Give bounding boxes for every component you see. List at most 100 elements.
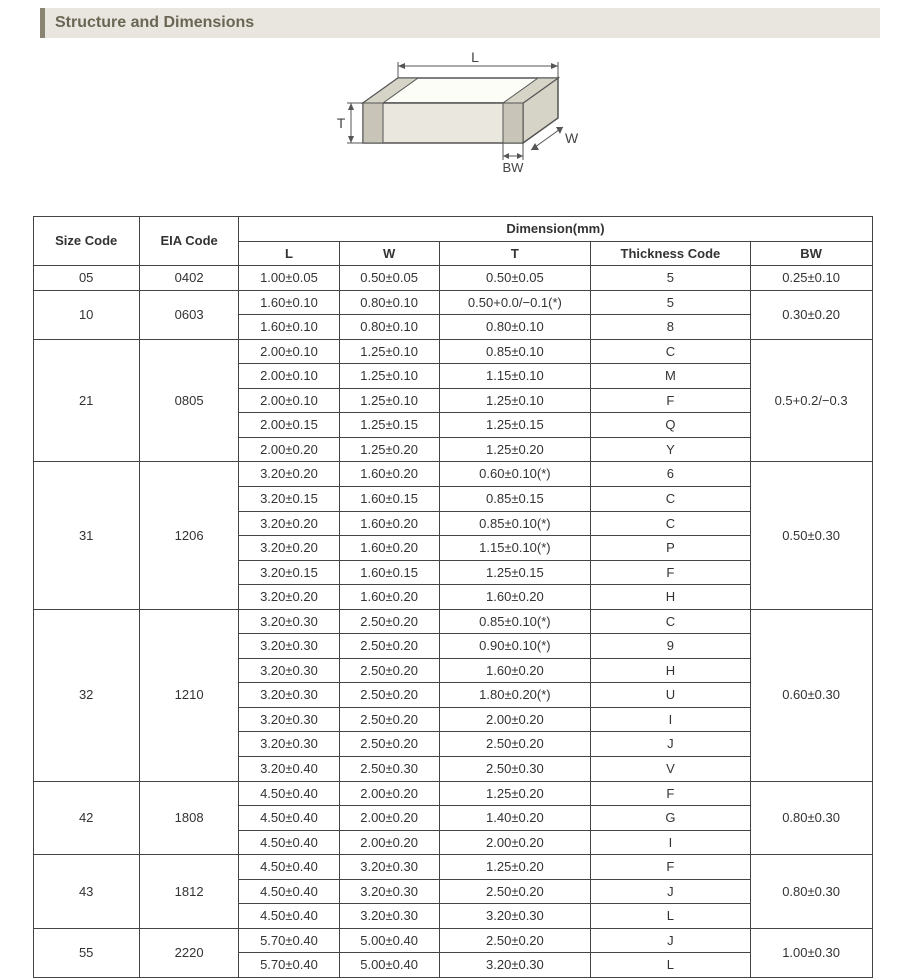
cell-tc: Y: [591, 437, 751, 462]
table-header: Size Code EIA Code Dimension(mm) L W T T…: [33, 217, 872, 266]
cell-t: 0.85±0.15: [439, 487, 590, 512]
cell-t: 1.60±0.20: [439, 585, 590, 610]
cell-size-code: 55: [33, 928, 139, 977]
cell-tc: H: [591, 585, 751, 610]
cell-t: 2.00±0.20: [439, 707, 590, 732]
table-body: 0504021.00±0.050.50±0.050.50±0.0550.25±0…: [33, 266, 872, 978]
cell-bw: 0.25±0.10: [750, 266, 872, 291]
cell-w: 1.25±0.10: [339, 388, 439, 413]
cell-eia-code: 1812: [139, 855, 239, 929]
cell-t: 1.60±0.20: [439, 658, 590, 683]
cell-l: 2.00±0.15: [239, 413, 339, 438]
cell-t: 2.50±0.20: [439, 732, 590, 757]
col-l: L: [239, 241, 339, 266]
cell-w: 2.50±0.20: [339, 658, 439, 683]
cell-l: 4.50±0.40: [239, 806, 339, 831]
cell-tc: C: [591, 487, 751, 512]
cell-tc: H: [591, 658, 751, 683]
cell-size-code: 05: [33, 266, 139, 291]
cell-l: 3.20±0.30: [239, 707, 339, 732]
cell-l: 3.20±0.20: [239, 511, 339, 536]
cell-size-code: 42: [33, 781, 139, 855]
cell-w: 1.60±0.15: [339, 487, 439, 512]
table-row: 4218084.50±0.402.00±0.201.25±0.20F0.80±0…: [33, 781, 872, 806]
cell-l: 2.00±0.10: [239, 364, 339, 389]
cell-w: 1.25±0.20: [339, 437, 439, 462]
cell-tc: 8: [591, 315, 751, 340]
cell-tc: L: [591, 953, 751, 978]
cell-t: 0.60±0.10(*): [439, 462, 590, 487]
cell-eia-code: 1206: [139, 462, 239, 609]
cell-tc: F: [591, 781, 751, 806]
col-size-code: Size Code: [33, 217, 139, 266]
cell-tc: L: [591, 904, 751, 929]
cell-eia-code: 1210: [139, 609, 239, 781]
cell-size-code: 21: [33, 339, 139, 462]
cell-t: 1.25±0.15: [439, 413, 590, 438]
dimensions-table: Size Code EIA Code Dimension(mm) L W T T…: [33, 216, 873, 978]
cell-t: 0.85±0.10: [439, 339, 590, 364]
cell-l: 1.00±0.05: [239, 266, 339, 291]
cell-t: 1.25±0.20: [439, 437, 590, 462]
cell-t: 3.20±0.30: [439, 953, 590, 978]
cell-w: 1.25±0.15: [339, 413, 439, 438]
cell-bw: 0.5+0.2/−0.3: [750, 339, 872, 462]
cell-tc: J: [591, 732, 751, 757]
cell-t: 0.50+0.0/−0.1(*): [439, 290, 590, 315]
cell-w: 2.50±0.30: [339, 757, 439, 782]
col-thickness-code: Thickness Code: [591, 241, 751, 266]
cell-t: 0.80±0.10: [439, 315, 590, 340]
cell-eia-code: 0603: [139, 290, 239, 339]
cell-w: 5.00±0.40: [339, 928, 439, 953]
cell-tc: C: [591, 609, 751, 634]
cell-tc: 6: [591, 462, 751, 487]
cell-tc: C: [591, 511, 751, 536]
cell-tc: J: [591, 928, 751, 953]
cell-l: 1.60±0.10: [239, 315, 339, 340]
cell-l: 3.20±0.40: [239, 757, 339, 782]
cell-l: 4.50±0.40: [239, 904, 339, 929]
cell-l: 2.00±0.10: [239, 339, 339, 364]
cell-l: 4.50±0.40: [239, 855, 339, 880]
cell-t: 1.80±0.20(*): [439, 683, 590, 708]
cell-w: 3.20±0.30: [339, 904, 439, 929]
cell-size-code: 31: [33, 462, 139, 609]
cell-bw: 0.80±0.30: [750, 855, 872, 929]
cell-bw: 0.50±0.30: [750, 462, 872, 609]
cell-w: 1.25±0.10: [339, 339, 439, 364]
cell-w: 1.60±0.20: [339, 511, 439, 536]
cell-eia-code: 0805: [139, 339, 239, 462]
cell-w: 2.50±0.20: [339, 732, 439, 757]
cell-t: 1.15±0.10: [439, 364, 590, 389]
table-row: 2108052.00±0.101.25±0.100.85±0.10C0.5+0.…: [33, 339, 872, 364]
cell-tc: V: [591, 757, 751, 782]
cell-w: 1.60±0.20: [339, 585, 439, 610]
cell-tc: J: [591, 879, 751, 904]
cell-bw: 0.60±0.30: [750, 609, 872, 781]
section-title: Structure and Dimensions: [40, 8, 880, 38]
cell-tc: P: [591, 536, 751, 561]
cell-w: 2.00±0.20: [339, 806, 439, 831]
cell-bw: 1.00±0.30: [750, 928, 872, 977]
cell-eia-code: 0402: [139, 266, 239, 291]
cell-tc: 5: [591, 290, 751, 315]
cell-t: 3.20±0.30: [439, 904, 590, 929]
cell-tc: 5: [591, 266, 751, 291]
cell-t: 2.00±0.20: [439, 830, 590, 855]
cell-tc: U: [591, 683, 751, 708]
table-row: 3212103.20±0.302.50±0.200.85±0.10(*)C0.6…: [33, 609, 872, 634]
cell-l: 3.20±0.15: [239, 487, 339, 512]
cell-tc: F: [591, 388, 751, 413]
col-bw: BW: [750, 241, 872, 266]
col-t: T: [439, 241, 590, 266]
cell-l: 4.50±0.40: [239, 781, 339, 806]
cell-w: 2.50±0.20: [339, 683, 439, 708]
cell-tc: I: [591, 707, 751, 732]
cell-l: 3.20±0.30: [239, 683, 339, 708]
cell-tc: C: [591, 339, 751, 364]
cell-t: 2.50±0.30: [439, 757, 590, 782]
diagram-label-t: T: [336, 115, 345, 131]
cell-l: 2.00±0.10: [239, 388, 339, 413]
cell-w: 1.60±0.20: [339, 536, 439, 561]
cell-tc: G: [591, 806, 751, 831]
